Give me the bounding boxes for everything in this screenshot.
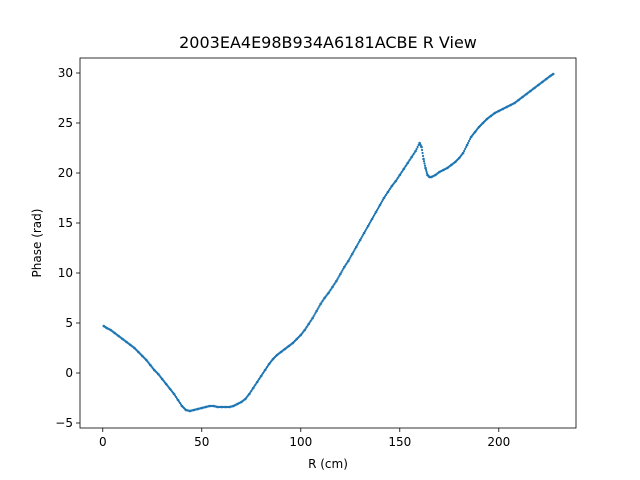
data-point [316,308,319,311]
data-point [311,316,314,320]
data-point [366,224,370,228]
data-points [102,72,555,413]
data-point [424,168,428,171]
y-tick-label: 25 [58,116,73,130]
data-point [340,271,343,274]
data-point [421,154,425,158]
data-point [464,147,467,151]
data-point [463,149,466,153]
data-point [424,166,427,170]
y-axis-ticks: −5 0 5 10 15 20 25 30 [55,66,80,430]
y-tick-label: −5 [55,416,73,430]
data-point [358,238,362,242]
data-point [362,231,366,235]
data-point [374,210,378,214]
data-point [376,207,380,210]
chart-title: 2003EA4E98B934A6181ACBE R View [179,33,477,52]
x-tick-label: 200 [487,435,510,449]
data-point [312,315,315,318]
data-point [423,164,427,167]
data-point [551,72,555,76]
y-tick-label: 15 [58,216,73,230]
data-point [353,249,356,252]
data-point [356,244,359,247]
data-point [339,272,342,276]
data-point [337,276,340,279]
x-tick-label: 150 [388,435,411,449]
y-tick-label: 30 [58,66,73,80]
data-point [352,251,355,254]
data-point [468,137,472,141]
data-point [317,306,320,309]
x-tick-label: 100 [289,435,312,449]
data-point [368,221,372,224]
data-point [375,209,379,212]
x-axis-ticks: 0 50 100 150 200 [99,428,510,449]
data-point [364,230,367,233]
data-point [420,148,424,152]
x-axis-label: R (cm) [308,457,348,471]
data-point [313,313,316,316]
data-point [378,203,382,207]
data-point [465,143,469,147]
data-point [367,223,371,226]
data-point [372,214,376,217]
data-point [466,141,470,145]
axes-frame [79,57,577,429]
data-point [336,278,339,281]
data-point [350,252,354,256]
y-tick-label: 10 [58,266,73,280]
x-tick-label: 0 [99,435,107,449]
data-point [347,259,350,263]
data-point [423,162,426,165]
data-point [371,216,375,219]
y-tick-label: 20 [58,166,73,180]
data-point [379,202,383,205]
data-point [341,269,344,272]
x-tick-label: 50 [194,435,209,449]
data-point [348,258,351,261]
data-point [461,151,465,155]
data-point [365,228,368,231]
data-point [361,235,364,238]
data-point [360,237,363,240]
y-tick-label: 0 [65,366,73,380]
data-point [422,160,426,163]
data-point [420,145,423,149]
data-point [465,145,468,149]
data-point [315,309,318,313]
data-point [467,139,471,143]
data-point [380,200,384,203]
data-point [370,217,374,221]
data-point [415,147,418,151]
data-point [354,245,358,249]
data-point [357,242,360,245]
y-tick-label: 5 [65,316,73,330]
data-point [416,145,419,149]
data-point [349,256,352,259]
y-axis-label: Phase (rad) [30,209,44,278]
data-point [425,170,428,173]
data-point [335,279,338,283]
data-point [414,149,417,153]
data-point [422,157,425,161]
data-point [421,151,424,155]
